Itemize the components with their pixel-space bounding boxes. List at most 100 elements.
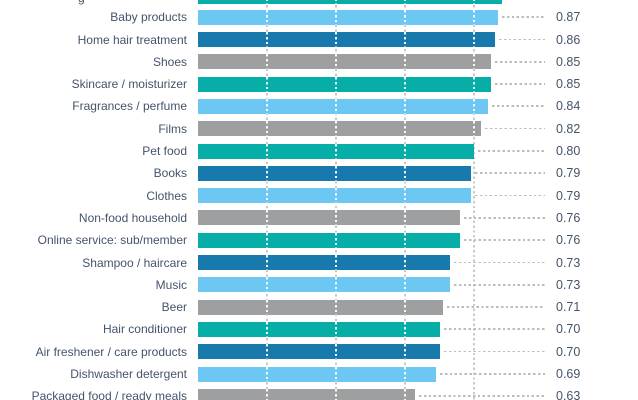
category-label: Films [158,121,187,136]
value-label: 0.69 [556,367,581,381]
bar-gridline-overlay [266,388,268,400]
category-label: Hair conditioner [102,322,187,337]
bar-gridline-overlay [473,121,475,137]
bar-gridline-overlay [335,255,337,270]
value-label: 0.80 [556,144,581,158]
bar-gridline-overlay [266,299,268,315]
leader-line [453,261,545,264]
bar-gridline-overlay [404,32,406,47]
category-label: Home hair treatment [77,32,187,47]
bar-gridline-overlay [335,210,337,226]
category-label: Pet food [142,144,187,158]
bar-gridline-overlay [266,232,268,248]
leader-line [495,60,545,63]
bar-gridline-overlay [404,121,406,137]
leader-line [474,194,545,197]
bar-gridline-overlay [404,54,406,70]
bar [198,366,437,382]
category-label: Baby products [110,10,187,25]
value-label: 0.87 [556,10,581,25]
value-label: 0.70 [556,344,581,359]
bar-gridline-overlay [404,98,406,114]
bar-gridline-overlay [404,366,406,382]
bar-gridline-overlay [266,366,268,382]
bar-gridline-overlay [404,210,406,226]
bar-gridline-overlay [335,9,337,25]
bar [198,121,481,137]
bar-gridline-overlay [266,255,268,270]
bar-gridline-overlay [473,54,475,70]
value-label: 0.86 [556,32,581,47]
bar-gridline-overlay [266,210,268,226]
value-label: 0.73 [556,255,581,270]
bar-gridline-overlay [335,232,337,248]
bar-gridline-overlay [266,9,268,25]
bar [198,98,488,114]
value-label: 0.71 [556,300,581,315]
category-label: Dishwasher detergent [70,367,187,381]
bar-gridline-overlay [404,232,406,248]
leader-line [453,283,545,286]
category-label: Online service: sub/member [37,233,187,248]
bar-gridline-overlay [266,143,268,159]
bar [198,76,492,92]
gridline-0.8 [473,0,475,400]
leader-line [464,239,545,241]
bar-gridline-overlay [266,277,268,293]
bar-gridline-overlay [473,32,475,47]
bar-gridline-overlay [404,388,406,400]
leader-line [498,38,545,41]
bar [198,232,461,248]
bar-gridline-overlay [473,0,475,4]
bar-gridline-overlay [335,76,337,92]
bar-gridline-overlay [404,321,406,337]
value-label: 0.82 [556,121,581,136]
leader-line [491,105,545,108]
bar-gridline-overlay [335,54,337,70]
value-label: 0.70 [556,322,581,337]
category-label: Music [155,277,187,292]
category-label: Shoes [152,54,187,69]
leader-line [495,83,545,85]
leader-line [478,150,545,152]
bar-gridline-overlay [266,321,268,337]
leader-line [443,350,545,353]
value-label: 0.79 [556,188,581,203]
bar-gridline-overlay [266,98,268,114]
category-label: Books [153,166,187,181]
category-label: Skincare / moisturizer [71,77,187,92]
bar-gridline-overlay [335,388,337,400]
bar-gridline-overlay [404,277,406,293]
category-label: Beer [161,300,187,315]
bar-gridline-overlay [404,165,406,181]
bar-gridline-overlay [335,98,337,114]
bar [198,32,495,47]
bar-gridline-overlay [404,0,406,4]
category-label: Shampoo / haircare [82,255,187,270]
bar-gridline-overlay [335,366,337,382]
value-label: 0.76 [556,233,581,248]
bar-gridline-overlay [473,76,475,92]
bar [198,255,450,270]
bar [198,344,440,360]
bar-gridline-overlay [266,54,268,70]
bar [198,321,440,337]
bar-gridline-overlay [473,9,475,25]
bar-gridline-overlay [335,344,337,360]
bar-gridline-overlay [335,277,337,293]
leader-line [502,16,545,18]
bar [198,277,450,293]
bar-gridline-overlay [335,188,337,204]
leader-line [443,328,545,331]
bar [198,388,416,400]
bar [198,54,492,70]
bar [198,143,474,159]
bar-gridline-overlay [404,76,406,92]
partial-label-fragment: g [78,0,85,4]
leader-line [474,172,545,175]
bar [198,9,499,25]
bar [198,165,471,181]
value-label: 0.63 [556,389,581,400]
category-label: Air freshener / care products [35,344,187,359]
